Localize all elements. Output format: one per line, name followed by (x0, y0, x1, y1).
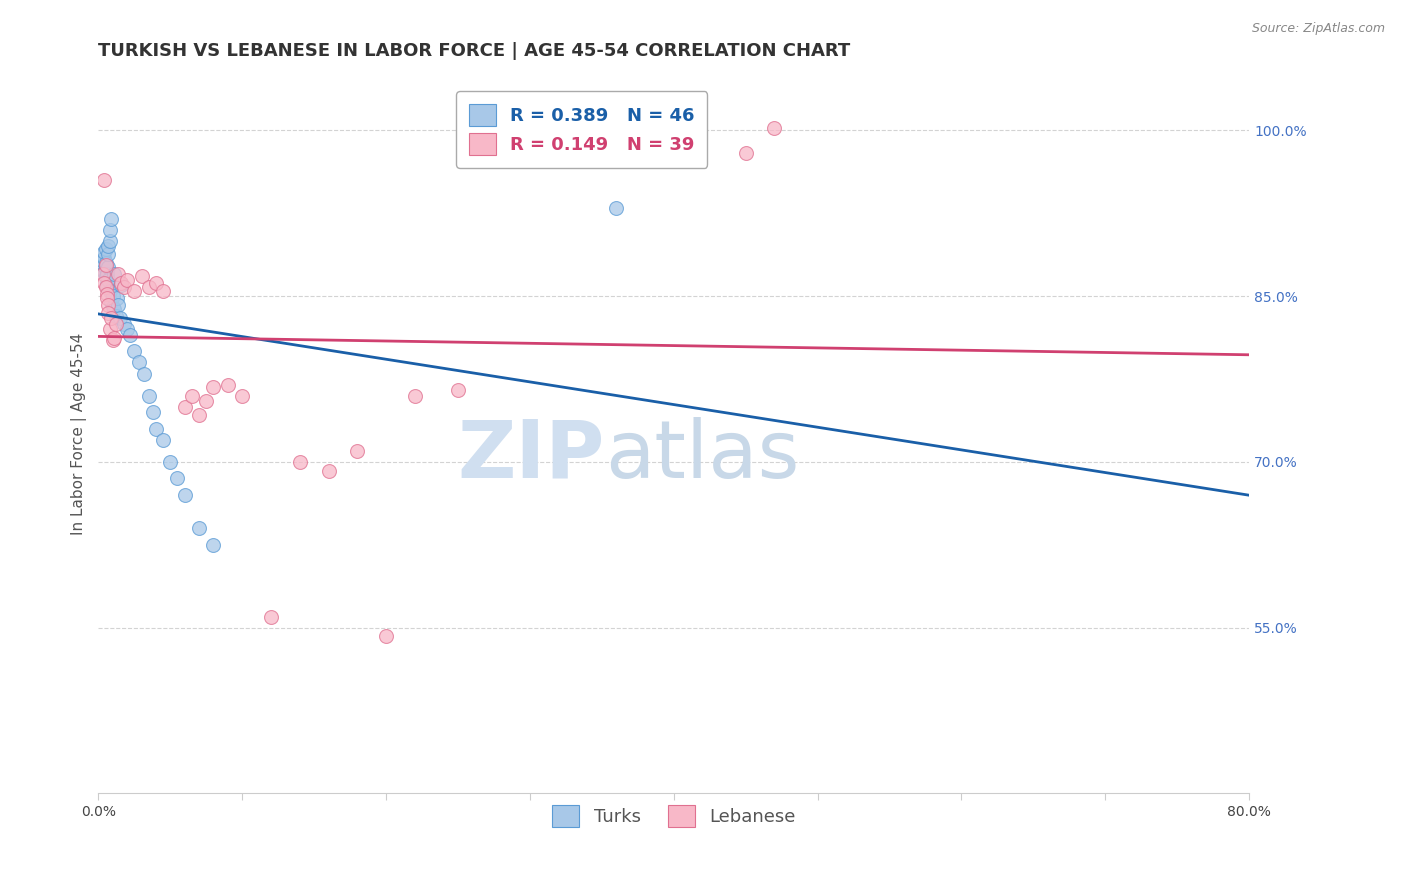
Point (159, 455, 181, 469)
Point (94, 280, 117, 294)
Point (115, 272, 138, 286)
Point (94, 269, 117, 284)
Point (375, 630, 398, 644)
Point (180, 389, 202, 403)
Point (100, 211, 122, 226)
Point (107, 298, 129, 312)
Point (188, 521, 211, 535)
Point (98, 234, 121, 248)
Text: ZIP: ZIP (457, 417, 605, 495)
Point (173, 488, 195, 502)
Point (97, 260, 120, 275)
Point (173, 400, 195, 414)
Point (96, 267, 118, 281)
Point (231, 389, 253, 403)
Point (447, 383, 470, 397)
Point (103, 267, 125, 281)
Point (605, 201, 627, 215)
Point (97, 298, 120, 312)
Point (96, 280, 118, 294)
Point (94, 258, 117, 272)
Point (734, 145, 756, 160)
Point (128, 355, 150, 369)
Point (93, 265, 115, 279)
Point (104, 317, 127, 331)
Point (93, 276, 115, 290)
Point (94, 261, 117, 276)
Text: Source: ZipAtlas.com: Source: ZipAtlas.com (1251, 22, 1385, 36)
Text: TURKISH VS LEBANESE IN LABOR FORCE | AGE 45-54 CORRELATION CHART: TURKISH VS LEBANESE IN LABOR FORCE | AGE… (98, 42, 851, 60)
Text: atlas: atlas (605, 417, 799, 495)
Point (97, 247, 120, 261)
Point (103, 331, 125, 345)
Point (100, 311, 122, 326)
Point (91, 253, 114, 268)
Point (108, 311, 131, 326)
Point (404, 389, 426, 403)
Point (94, 256, 117, 270)
Y-axis label: In Labor Force | Age 45-54: In Labor Force | Age 45-54 (72, 333, 87, 535)
Point (152, 284, 174, 298)
Point (93, 244, 115, 259)
Point (138, 389, 160, 403)
Point (98, 223, 121, 237)
Point (166, 471, 188, 485)
Point (97, 272, 120, 286)
Point (318, 464, 340, 478)
Point (103, 302, 125, 317)
Point (138, 280, 160, 294)
Point (115, 322, 138, 336)
Point (124, 284, 146, 298)
Point (346, 443, 368, 458)
Point (91, 267, 114, 281)
Point (188, 409, 211, 423)
Point (97, 239, 120, 253)
Legend: Turks, Lebanese: Turks, Lebanese (544, 798, 803, 835)
Point (100, 294, 122, 309)
Point (101, 289, 124, 303)
Point (93, 251, 115, 265)
Point (131, 269, 153, 284)
Point (145, 422, 167, 436)
Point (288, 455, 311, 469)
Point (107, 267, 129, 281)
Point (91, 258, 114, 272)
Point (101, 300, 124, 314)
Point (96, 292, 118, 306)
Point (260, 609, 283, 624)
Point (202, 380, 225, 394)
Point (96, 287, 118, 301)
Point (104, 309, 127, 323)
Point (94, 242, 117, 256)
Point (763, 121, 786, 136)
Point (124, 344, 146, 359)
Point (97, 306, 120, 320)
Point (93, 173, 115, 187)
Point (112, 317, 135, 331)
Point (134, 367, 156, 381)
Point (105, 292, 128, 306)
Point (217, 377, 239, 392)
Point (110, 278, 132, 293)
Point (152, 433, 174, 447)
Point (195, 394, 218, 409)
Point (110, 276, 132, 290)
Point (145, 276, 167, 290)
Point (96, 276, 118, 290)
Point (118, 327, 141, 342)
Point (101, 334, 124, 348)
Point (142, 405, 165, 419)
Point (112, 280, 135, 294)
Point (98, 322, 121, 336)
Point (98, 284, 121, 298)
Point (202, 538, 225, 552)
